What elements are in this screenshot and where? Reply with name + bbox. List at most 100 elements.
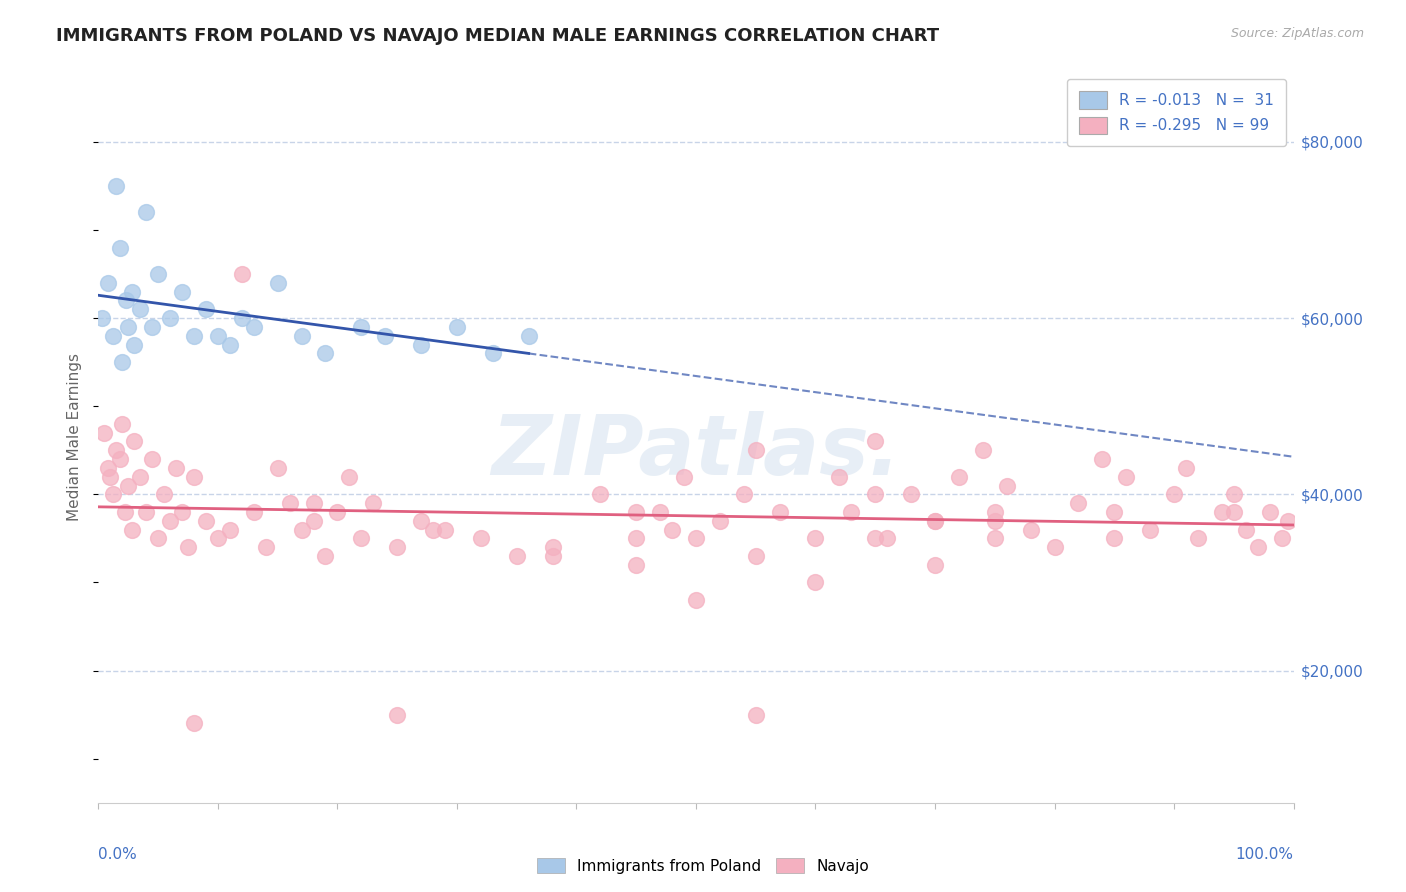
Point <box>1247 540 1270 554</box>
Point <box>541 549 564 563</box>
Point <box>685 593 707 607</box>
Point <box>291 523 314 537</box>
Point <box>900 487 922 501</box>
Point <box>97 276 120 290</box>
Legend: Immigrants from Poland, Navajo: Immigrants from Poland, Navajo <box>531 852 875 880</box>
Point <box>411 337 433 351</box>
Point <box>841 505 863 519</box>
Text: 0.0%: 0.0% <box>98 847 138 862</box>
Point <box>685 532 707 546</box>
Point <box>828 469 851 483</box>
Point <box>745 707 768 722</box>
Point <box>108 241 131 255</box>
Point <box>745 443 768 458</box>
Point <box>661 523 683 537</box>
Point <box>506 549 529 563</box>
Y-axis label: Median Male Earnings: Median Male Earnings <box>67 353 83 521</box>
Point <box>470 532 492 546</box>
Point <box>385 540 409 554</box>
Point <box>1067 496 1090 510</box>
Point <box>195 514 218 528</box>
Point <box>972 443 994 458</box>
Point <box>302 514 325 528</box>
Point <box>121 523 143 537</box>
Point <box>97 461 120 475</box>
Point <box>1163 487 1185 501</box>
Point <box>1043 540 1066 554</box>
Point <box>267 461 290 475</box>
Point <box>231 267 253 281</box>
Point <box>733 487 755 501</box>
Point <box>124 337 146 351</box>
Point <box>141 452 163 467</box>
Point <box>207 328 229 343</box>
Point <box>101 328 124 343</box>
Point <box>1258 505 1281 519</box>
Point <box>709 514 731 528</box>
Point <box>111 355 134 369</box>
Point <box>93 425 115 440</box>
Point <box>1223 487 1246 501</box>
Point <box>745 549 768 563</box>
Point <box>924 514 946 528</box>
Point <box>148 532 170 546</box>
Point <box>165 461 187 475</box>
Point <box>159 311 181 326</box>
Point <box>626 558 648 572</box>
Point <box>626 532 648 546</box>
Point <box>267 276 290 290</box>
Point <box>1187 532 1209 546</box>
Point <box>1104 505 1126 519</box>
Point <box>159 514 181 528</box>
Point <box>541 540 564 554</box>
Text: 100.0%: 100.0% <box>1236 847 1294 862</box>
Point <box>876 532 898 546</box>
Point <box>148 267 170 281</box>
Point <box>374 328 396 343</box>
Point <box>231 311 253 326</box>
Point <box>1234 523 1257 537</box>
Point <box>995 478 1018 492</box>
Point <box>865 434 887 449</box>
Point <box>984 505 1007 519</box>
Point <box>350 532 373 546</box>
Point <box>302 496 325 510</box>
Point <box>183 328 205 343</box>
Point <box>363 496 385 510</box>
Point <box>422 523 444 537</box>
Point <box>315 346 337 360</box>
Point <box>984 514 1007 528</box>
Point <box>1271 532 1294 546</box>
Point <box>350 320 373 334</box>
Text: ZIPatlas.: ZIPatlas. <box>491 411 901 492</box>
Point <box>411 514 433 528</box>
Point <box>101 487 124 501</box>
Point <box>135 205 157 219</box>
Point <box>1091 452 1114 467</box>
Point <box>326 505 349 519</box>
Point <box>1139 523 1161 537</box>
Point <box>243 320 266 334</box>
Point <box>984 532 1007 546</box>
Point <box>315 549 337 563</box>
Point <box>172 285 194 299</box>
Point <box>219 523 242 537</box>
Point <box>865 487 887 501</box>
Point <box>1019 523 1042 537</box>
Point <box>117 320 139 334</box>
Point <box>111 417 134 431</box>
Point <box>482 346 505 360</box>
Point <box>924 514 946 528</box>
Point <box>177 540 200 554</box>
Point <box>804 575 827 590</box>
Point <box>121 285 143 299</box>
Point <box>108 452 131 467</box>
Point <box>195 302 218 317</box>
Point <box>254 540 277 554</box>
Point <box>1223 505 1246 519</box>
Point <box>650 505 672 519</box>
Point <box>446 320 468 334</box>
Point <box>105 443 128 458</box>
Point <box>673 469 696 483</box>
Point <box>219 337 242 351</box>
